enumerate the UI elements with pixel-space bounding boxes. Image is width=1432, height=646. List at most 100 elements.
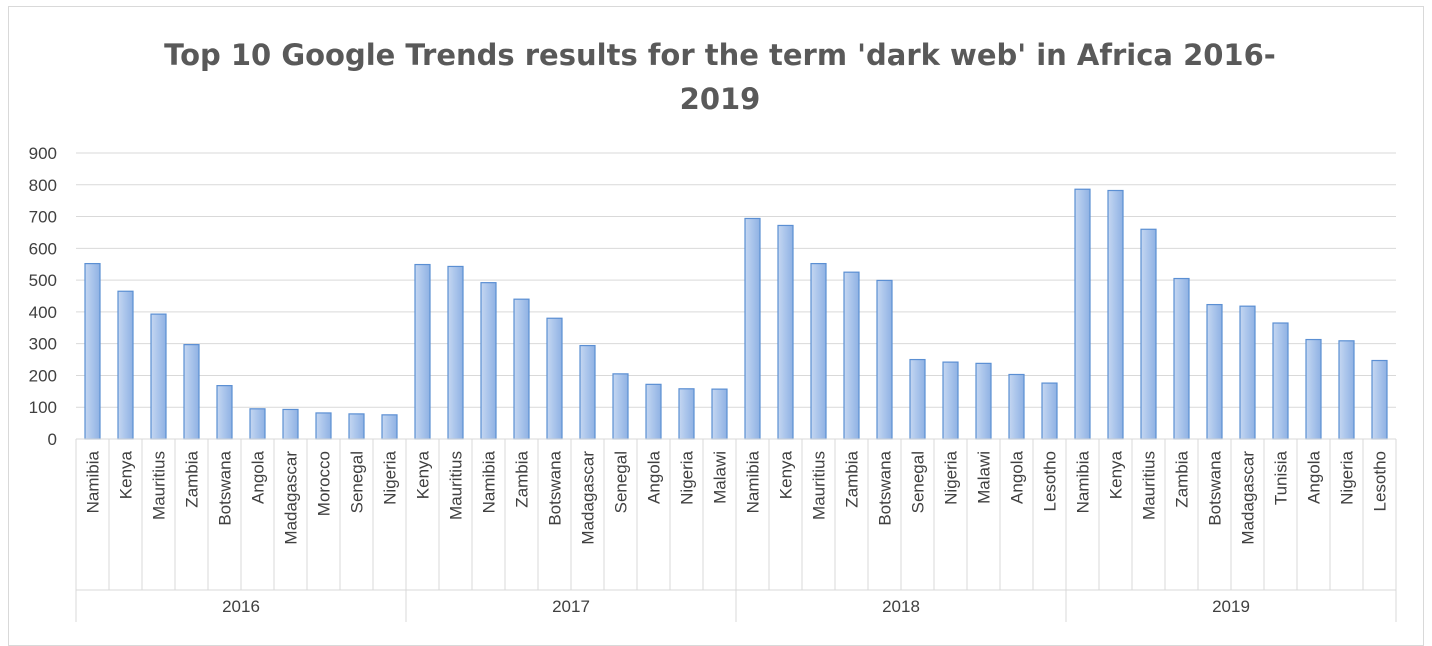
bar (612, 373, 629, 440)
bar (678, 388, 695, 440)
gridlines (76, 152, 1396, 408)
y-tick-label: 200 (29, 366, 57, 385)
category-label: Namibia (1074, 450, 1093, 513)
chart-title-line-1: Top 10 Google Trends results for the ter… (164, 38, 1276, 72)
bar (777, 224, 794, 440)
category-label: Malawi (711, 451, 730, 504)
bar (1239, 305, 1256, 440)
category-label: Morocco (315, 451, 334, 516)
y-tick-label: 600 (29, 239, 57, 258)
bar (744, 217, 761, 440)
bar (546, 317, 563, 440)
y-tick-label: 300 (29, 335, 57, 354)
group-label: 2016 (222, 597, 260, 616)
bar (1206, 303, 1223, 440)
category-label: Mauritius (810, 451, 829, 520)
chart-title-line-2: 2019 (679, 82, 761, 116)
category-label: Nigeria (678, 450, 697, 504)
bar (117, 290, 134, 440)
bar (447, 265, 464, 440)
category-label: Namibia (744, 450, 763, 513)
category-label: Madagascar (282, 451, 301, 545)
category-label: Kenya (1107, 450, 1126, 499)
category-label: Botswana (876, 450, 895, 525)
category-label: Zambia (513, 450, 532, 507)
category-label: Kenya (117, 450, 136, 499)
bar (150, 313, 167, 440)
y-tick-label: 0 (48, 430, 57, 449)
bar (711, 388, 728, 440)
category-label: Madagascar (1239, 451, 1258, 545)
bar (183, 344, 200, 440)
bar (348, 413, 365, 440)
bar (1305, 338, 1322, 440)
category-label: Malawi (975, 451, 994, 504)
category-label: Kenya (414, 450, 433, 499)
bar (249, 408, 266, 440)
category-label: Senegal (348, 451, 367, 513)
category-label: Nigeria (1338, 450, 1357, 504)
category-label: Lesotho (1371, 451, 1390, 512)
bar (513, 298, 530, 440)
bar (1173, 277, 1190, 440)
y-tick-label: 100 (29, 398, 57, 417)
y-axis: 0 100 200 300 400 500 600 700 800 900 (29, 144, 57, 449)
category-label: Senegal (612, 451, 631, 513)
bar (1041, 382, 1058, 440)
category-label: Angola (1305, 450, 1324, 503)
category-label: Botswana (216, 450, 235, 525)
group-label: 2019 (1212, 597, 1250, 616)
bar (810, 262, 827, 440)
category-label: Nigeria (381, 450, 400, 504)
category-label: Nigeria (942, 450, 961, 504)
category-label: Angola (645, 450, 664, 503)
x-axis: Namibia Kenya Mauritius Zambia Botswana Angol… (75, 438, 1397, 622)
bar (282, 408, 299, 440)
group-label: 2017 (552, 597, 590, 616)
category-label: Madagascar (579, 451, 598, 545)
bar (942, 361, 959, 440)
category-label: Mauritius (1140, 451, 1159, 520)
category-label: Zambia (843, 450, 862, 507)
category-label: Lesotho (1041, 451, 1060, 512)
category-label: Mauritius (150, 451, 169, 520)
bar (381, 414, 398, 440)
y-tick-label: 400 (29, 303, 57, 322)
category-label: Senegal (909, 451, 928, 513)
bar (1371, 359, 1388, 440)
y-tick-label: 700 (29, 208, 57, 227)
bar (1140, 228, 1157, 440)
bar (1107, 189, 1124, 440)
group-label: 2018 (882, 597, 920, 616)
y-tick-label: 500 (29, 271, 57, 290)
bar (84, 262, 101, 440)
category-label: Botswana (1206, 450, 1225, 525)
bar (1074, 188, 1091, 440)
category-label: Mauritius (447, 451, 466, 520)
bar (1338, 340, 1355, 440)
category-label: Botswana (546, 450, 565, 525)
bar (414, 263, 431, 440)
category-label: Zambia (1173, 450, 1192, 507)
category-label: Angola (249, 450, 268, 503)
bar (315, 412, 332, 440)
category-label: Zambia (183, 450, 202, 507)
y-tick-label: 800 (29, 176, 57, 195)
bar (1272, 322, 1289, 440)
bar-chart: 0 100 200 300 400 500 600 700 800 900 Namibia Keny… (29, 144, 1397, 622)
bars (84, 188, 1388, 440)
bar (579, 344, 596, 440)
category-label: Kenya (777, 450, 796, 499)
bar (216, 385, 233, 440)
bar (876, 279, 893, 440)
category-label: Namibia (84, 450, 103, 513)
category-label: Angola (1008, 450, 1027, 503)
bar (843, 271, 860, 440)
bar (975, 362, 992, 440)
bar (645, 383, 662, 440)
bar (1008, 373, 1025, 440)
category-label: Namibia (480, 450, 499, 513)
category-label: Tunisia (1272, 450, 1291, 505)
y-tick-label: 900 (29, 144, 57, 163)
bar (480, 282, 497, 440)
